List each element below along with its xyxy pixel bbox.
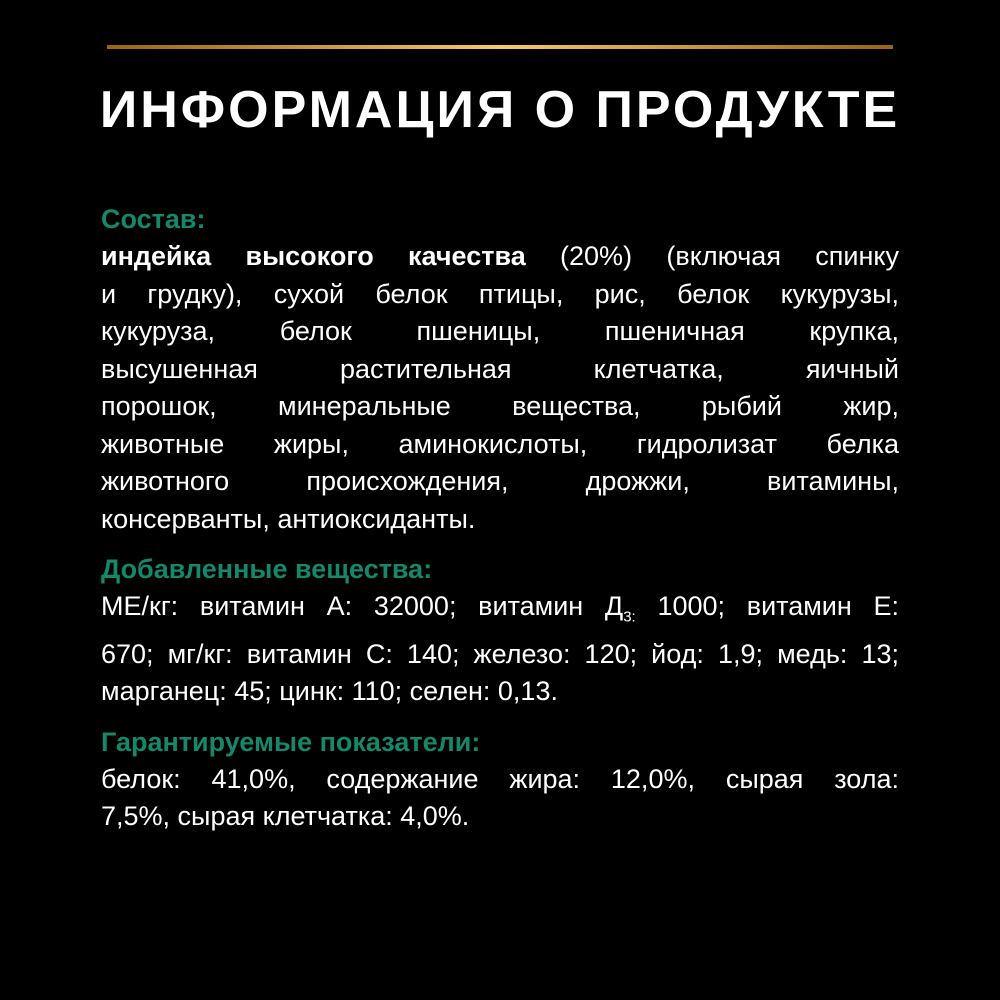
composition-line: кукуруза, белок пшеницы, пшеничная крупк… bbox=[101, 316, 899, 346]
guaranteed-line: белок: 41,0%, содержание жира: 12,0%, сы… bbox=[101, 763, 899, 794]
additives-line: 670; мг/кг: витамин С: 140; железо: 120;… bbox=[101, 638, 899, 669]
additives-section: Добавленные вещества: МЕ/кг: витамин А: … bbox=[101, 550, 899, 711]
composition-heading: Состав: bbox=[101, 204, 206, 234]
product-info: Состав: индейка высокого качества (20%) … bbox=[101, 200, 899, 848]
composition-section: Состав: индейка высокого качества (20%) … bbox=[101, 200, 899, 538]
composition-text: (20%) (включая спинку bbox=[525, 241, 899, 271]
additives-line: МЕ/кг: витамин А: 32000; витамин Д3: 100… bbox=[101, 588, 899, 636]
composition-line: животного происхождения, дрожжи, витамин… bbox=[101, 466, 899, 496]
composition-line: и грудку), сухой белок птицы, рис, белок… bbox=[101, 278, 899, 309]
composition-line: животные жиры, аминокислоты, гидролизат … bbox=[101, 428, 899, 459]
composition-line: высушенная растительная клетчатка, яичны… bbox=[101, 353, 899, 384]
gold-divider bbox=[107, 45, 893, 49]
additives-text: МЕ/кг: витамин А: 32000; витамин Д bbox=[101, 591, 624, 621]
guaranteed-heading: Гарантируемые показатели: bbox=[101, 726, 481, 757]
page-title: ИНФОРМАЦИЯ О ПРОДУКТЕ bbox=[99, 81, 901, 139]
additives-text: 1000; витамин Е: bbox=[635, 591, 900, 621]
additives-line: марганец: 45; цинк: 110; селен: 0,13. bbox=[101, 676, 558, 707]
composition-line: консерванты, антиоксиданты. bbox=[101, 503, 476, 534]
composition-line: порошок, минеральные вещества, рыбий жир… bbox=[101, 391, 899, 421]
composition-line: индейка высокого качества (20%) (включая… bbox=[101, 238, 899, 276]
subscript: 3: bbox=[623, 608, 636, 626]
guaranteed-line: 7,5%, сырая клетчатка: 4,0%. bbox=[101, 801, 470, 832]
additives-heading: Добавленные вещества: bbox=[101, 554, 433, 584]
guaranteed-section: Гарантируемые показатели: белок: 41,0%, … bbox=[101, 723, 899, 836]
main-ingredient: индейка высокого качества bbox=[101, 241, 526, 271]
